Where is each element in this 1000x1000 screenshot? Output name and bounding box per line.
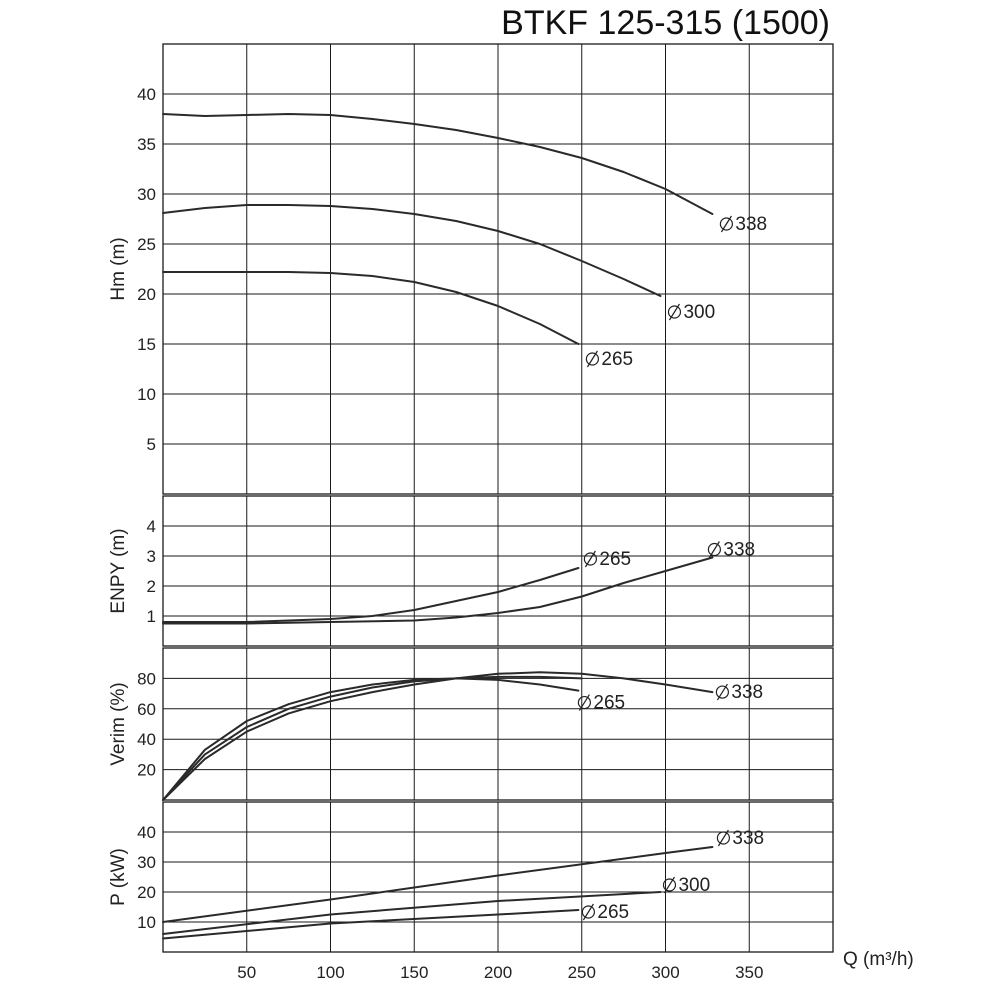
y-axis-label: Verim (%) xyxy=(108,682,129,765)
y-tick-label: 10 xyxy=(137,913,156,932)
x-tick-label: 200 xyxy=(484,963,512,982)
series-label-338-diameter-icon xyxy=(716,829,731,847)
series-label-265: 265 xyxy=(597,902,629,923)
series-label-265-diameter-icon xyxy=(585,350,600,368)
plot-frame xyxy=(162,495,834,647)
series-label-338: 338 xyxy=(735,214,767,235)
y-tick-label: 25 xyxy=(137,235,156,254)
plot-frame xyxy=(162,43,834,495)
series-label-300-diameter-icon xyxy=(667,303,682,321)
x-tick-label: 50 xyxy=(237,963,256,982)
y-tick-label: 35 xyxy=(137,135,156,154)
series-label-265: 265 xyxy=(593,693,625,714)
y-tick-label: 20 xyxy=(137,883,156,902)
series-line-300 xyxy=(162,891,662,935)
x-tick-label: 300 xyxy=(651,963,679,982)
y-tick-label: 1 xyxy=(147,607,156,626)
y-tick-label: 3 xyxy=(147,547,156,566)
series-line-300 xyxy=(162,204,662,297)
series-line-338 xyxy=(162,846,714,923)
y-tick-label: 20 xyxy=(137,761,156,780)
y-tick-label: 40 xyxy=(137,823,156,842)
y-tick-label: 20 xyxy=(137,285,156,304)
panel-p-kw: 10 20 30 40 P (kW) 338 300 265 50 100 150 200 250 300… xyxy=(108,801,914,982)
series-label-265: 265 xyxy=(601,349,633,370)
y-axis-label: P (kW) xyxy=(108,848,129,906)
series-label-300-diameter-icon xyxy=(662,876,677,894)
series-line-265 xyxy=(162,567,580,623)
chart-title: BTKF 125-315 (1500) xyxy=(501,4,830,42)
plot-frame xyxy=(162,647,834,801)
y-tick-label: 2 xyxy=(147,577,156,596)
panel-enpy-m: 1 2 3 4 ENPY (m) 265 338 xyxy=(108,495,834,647)
y-tick-label: 30 xyxy=(137,185,156,204)
y-tick-label: 30 xyxy=(137,853,156,872)
y-tick-label: 10 xyxy=(137,385,156,404)
series-line-curve-1 xyxy=(162,677,580,801)
series-line-curve-2 xyxy=(162,675,583,801)
y-axis-label: Hm (m) xyxy=(108,237,129,300)
series-label-300: 300 xyxy=(678,875,710,896)
y-tick-label: 40 xyxy=(137,730,156,749)
series-label-265-diameter-icon xyxy=(577,694,592,711)
series-line-265 xyxy=(162,271,580,345)
x-tick-label: 100 xyxy=(316,963,344,982)
y-tick-label: 40 xyxy=(137,85,156,104)
series-line-338 xyxy=(162,113,714,215)
y-tick-label: 15 xyxy=(137,335,156,354)
series-label-338: 338 xyxy=(731,682,763,703)
series-label-338: 338 xyxy=(723,540,755,561)
series-label-265: 265 xyxy=(599,549,631,570)
x-tick-label: 350 xyxy=(735,963,763,982)
series-label-265-diameter-icon xyxy=(581,903,596,921)
y-tick-label: 5 xyxy=(147,435,156,454)
series-line-338 xyxy=(162,556,714,625)
series-label-338-diameter-icon xyxy=(715,683,730,701)
x-tick-label: 150 xyxy=(400,963,428,982)
series-line-curve-3 xyxy=(162,671,714,801)
x-axis-label: Q (m³/h) xyxy=(843,949,914,970)
panel-verim: 20 40 60 80 Verim (%) 265 338 xyxy=(108,647,834,801)
series-label-338-diameter-icon xyxy=(719,215,734,233)
x-tick-label: 250 xyxy=(568,963,596,982)
series-line-265 xyxy=(162,909,580,940)
series-label-300: 300 xyxy=(683,302,715,323)
y-tick-label: 60 xyxy=(137,700,156,719)
series-label-338: 338 xyxy=(732,828,764,849)
panel-hm-m: 5 10 15 20 25 30 35 40 Hm (m) 338 300 265 xyxy=(108,43,834,495)
y-tick-label: 4 xyxy=(147,517,156,536)
y-axis-label: ENPY (m) xyxy=(108,528,129,613)
plot-frame xyxy=(162,801,834,953)
series-label-265-diameter-icon xyxy=(583,550,598,568)
series-label-338-diameter-icon xyxy=(707,541,722,558)
y-tick-label: 80 xyxy=(137,669,156,688)
